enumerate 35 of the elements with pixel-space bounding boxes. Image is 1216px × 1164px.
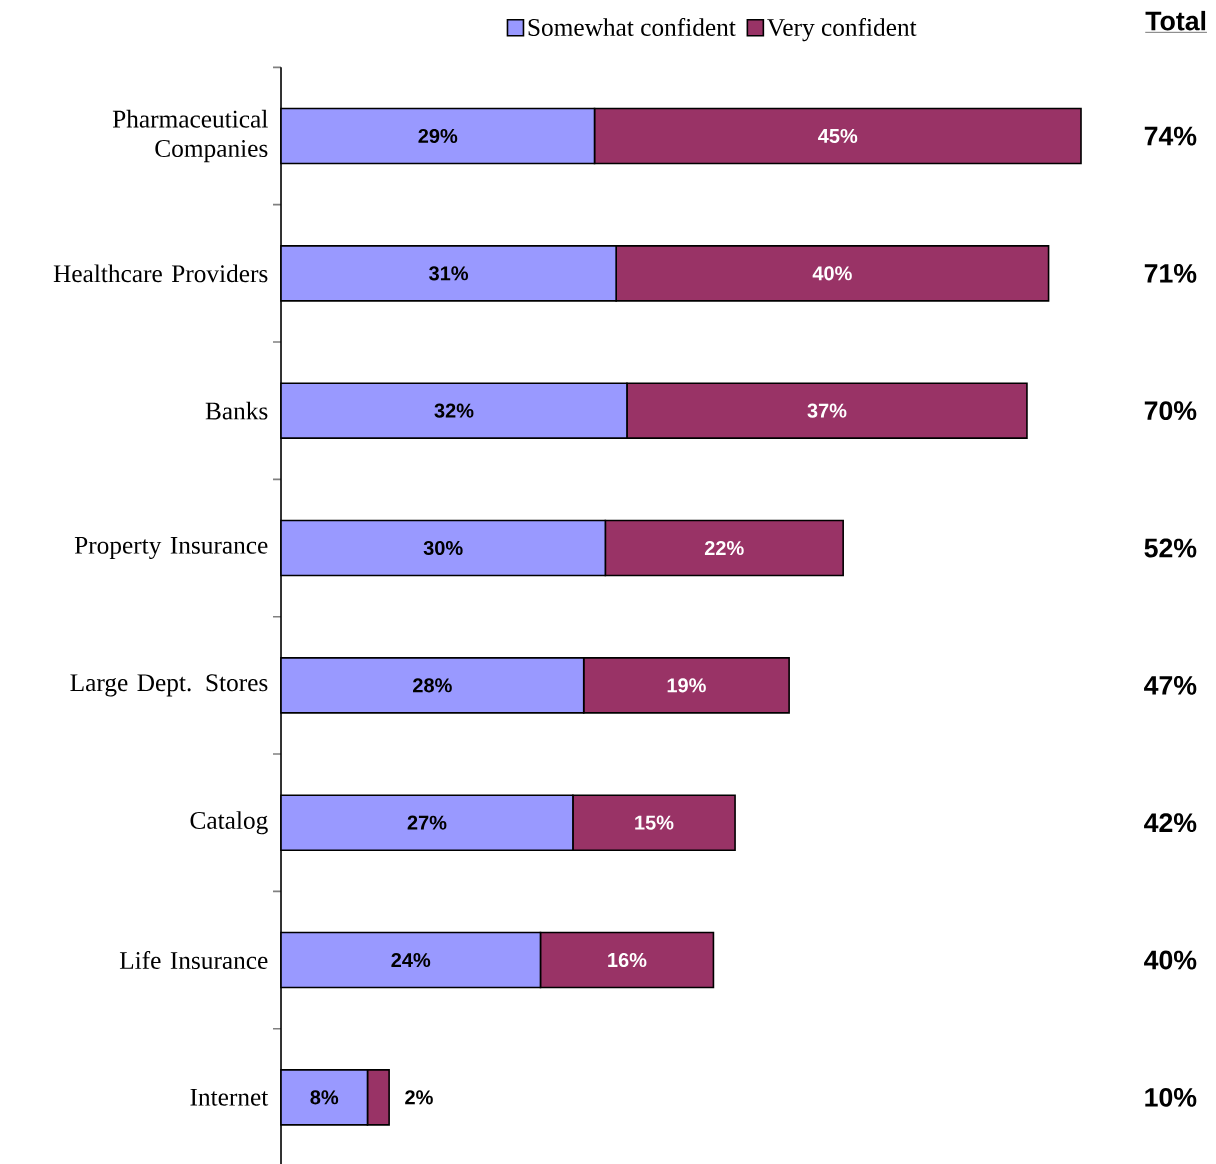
- data-label: 2%: [405, 1090, 433, 1105]
- text: 70%: [1144, 401, 1197, 421]
- text: 40%: [1144, 950, 1197, 970]
- y-tick-label: Life Insurance: [119, 950, 268, 970]
- data-label: 28%: [413, 678, 452, 693]
- data-label: 15%: [635, 815, 674, 830]
- y-tick-label: Catalog: [190, 811, 268, 835]
- legend-label: Very confident: [767, 17, 917, 42]
- data-label: 24%: [391, 952, 431, 968]
- data-label: 22%: [704, 540, 744, 556]
- y-tick-label: Pharmaceutical Companies: [112, 109, 268, 163]
- text: 71%: [1144, 263, 1197, 283]
- data-label: 27%: [407, 815, 447, 830]
- text: 74%: [1144, 126, 1197, 146]
- data-label: 16%: [608, 952, 647, 968]
- data-label: 31%: [429, 266, 469, 281]
- data-label: 8%: [310, 1090, 339, 1105]
- text: Total: [1145, 10, 1206, 31]
- data-label: 40%: [812, 266, 852, 281]
- y-tick-label: Large Dept. Stores: [70, 674, 268, 697]
- data-label: 19%: [667, 678, 706, 693]
- text: 10%: [1145, 1087, 1197, 1107]
- text: 52%: [1144, 538, 1197, 558]
- data-label: 32%: [434, 403, 474, 418]
- text: 47%: [1144, 675, 1197, 695]
- y-tick-label: Internet: [190, 1088, 269, 1106]
- data-label: 29%: [418, 128, 458, 144]
- legend-label: Somewhat confident: [528, 17, 736, 36]
- data-label: 30%: [423, 540, 463, 556]
- y-tick-label: Property Insurance: [74, 536, 268, 560]
- y-tick-label: Banks: [205, 401, 268, 420]
- data-label: 45%: [818, 128, 858, 144]
- y-tick-label: Healthcare Providers: [53, 264, 268, 283]
- text: 42%: [1144, 813, 1197, 833]
- data-label: 37%: [807, 403, 847, 418]
